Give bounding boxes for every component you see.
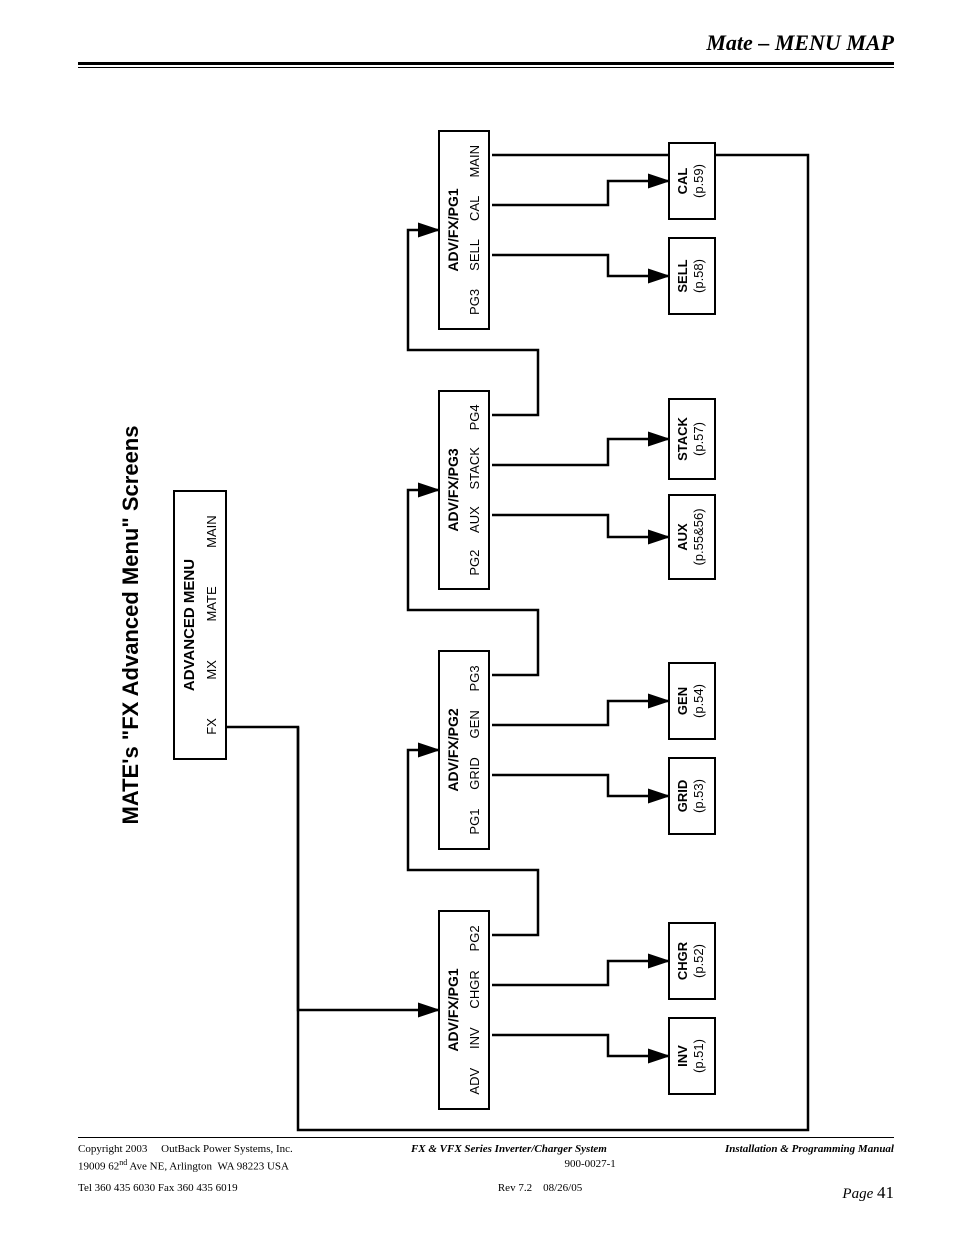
leaf-box: CHGR (p.52): [668, 922, 716, 1000]
page-title: ADV/FX/PG1: [440, 912, 463, 1108]
footer-mid: FX & VFX Series Inverter/Charger System: [293, 1142, 725, 1157]
leaf-box: GRID (p.53): [668, 757, 716, 835]
leaf-box: SELL (p.58): [668, 237, 716, 315]
page-item: PG3: [467, 289, 482, 315]
manual-title: Installation & Programming Manual: [725, 1143, 894, 1155]
leaf-sub: (p.59): [691, 144, 707, 218]
leaf-label: AUX: [675, 496, 691, 578]
root-box: ADVANCED MENU FX MX MATE MAIN: [173, 490, 227, 760]
leaf-label: GRID: [675, 759, 691, 833]
root-item: MAIN: [204, 515, 219, 548]
company: OutBack Power Systems, Inc.: [161, 1143, 293, 1155]
page-item: CAL: [467, 196, 482, 221]
leaf-sub: (p.52): [691, 924, 707, 998]
page-item: ADV: [467, 1068, 482, 1095]
page-item: MAIN: [467, 145, 482, 178]
leaf-sub: (p.58): [691, 239, 707, 313]
page-title: ADV/FX/PG3: [440, 392, 463, 588]
page-box-1: ADV/FX/PG1 ADV INV CHGR PG2: [438, 910, 490, 1110]
doc-number: 900-0027-1: [289, 1157, 891, 1175]
page-item: PG4: [467, 404, 482, 430]
root-item: MX: [204, 660, 219, 680]
leaf-sub: (p.55&56): [691, 496, 707, 578]
page-item: STACK: [467, 447, 482, 489]
leaf-sub: (p.53): [691, 759, 707, 833]
header-title: Mate – MENU MAP: [78, 30, 894, 60]
leaf-label: CAL: [675, 144, 691, 218]
leaf-box: AUX (p.55&56): [668, 494, 716, 580]
leaf-sub: (p.54): [691, 664, 707, 738]
page-footer: Copyright 2003 OutBack Power Systems, In…: [78, 1137, 894, 1205]
leaf-box: INV (p.51): [668, 1017, 716, 1095]
header-rule: [78, 62, 894, 68]
root-title: ADVANCED MENU: [175, 492, 200, 758]
page-item: CHGR: [467, 970, 482, 1008]
footer-rev: Rev 7.2 08/26/05: [238, 1181, 843, 1205]
page-box-3: ADV/FX/PG3 PG2 AUX STACK PG4: [438, 390, 490, 590]
copyright: Copyright 2003: [78, 1143, 147, 1155]
page-item: PG3: [467, 665, 482, 691]
page-item: PG2: [467, 550, 482, 576]
leaf-sub: (p.57): [691, 400, 707, 478]
page-item: INV: [467, 1027, 482, 1049]
root-item: FX: [204, 718, 219, 735]
leaf-label: CHGR: [675, 924, 691, 998]
page-title: ADV/FX/PG2: [440, 652, 463, 848]
root-item: MATE: [204, 586, 219, 621]
leaf-box: GEN (p.54): [668, 662, 716, 740]
leaf-box: STACK (p.57): [668, 398, 716, 480]
leaf-label: SELL: [675, 239, 691, 313]
footer-right: Installation & Programming Manual: [725, 1142, 894, 1157]
page-item: GEN: [467, 710, 482, 738]
leaf-label: GEN: [675, 664, 691, 738]
footer-address: 19009 62nd Ave NE, Arlington WA 98223 US…: [78, 1157, 289, 1175]
doc-title: FX & VFX Series Inverter/Charger System: [411, 1143, 607, 1155]
footer-phones: Tel 360 435 6030 Fax 360 435 6019: [78, 1181, 238, 1205]
page-item: PG1: [467, 809, 482, 835]
page-item: GRID: [467, 757, 482, 790]
leaf-label: INV: [675, 1019, 691, 1093]
menu-map-diagram: MATE's "FX Advanced Menu" Screens ADVANC…: [108, 100, 868, 1150]
footer-left: Copyright 2003 OutBack Power Systems, In…: [78, 1142, 293, 1157]
page-title: ADV/FX/PG1: [440, 132, 463, 328]
page-item: AUX: [467, 506, 482, 533]
leaf-label: STACK: [675, 400, 691, 478]
page-box-4: ADV/FX/PG1 PG3 SELL CAL MAIN: [438, 130, 490, 330]
page-item: SELL: [467, 239, 482, 271]
leaf-sub: (p.51): [691, 1019, 707, 1093]
leaf-box: CAL (p.59): [668, 142, 716, 220]
page-number: Page 41: [842, 1181, 894, 1205]
page-item: PG2: [467, 925, 482, 951]
page-box-2: ADV/FX/PG2 PG1 GRID GEN PG3: [438, 650, 490, 850]
